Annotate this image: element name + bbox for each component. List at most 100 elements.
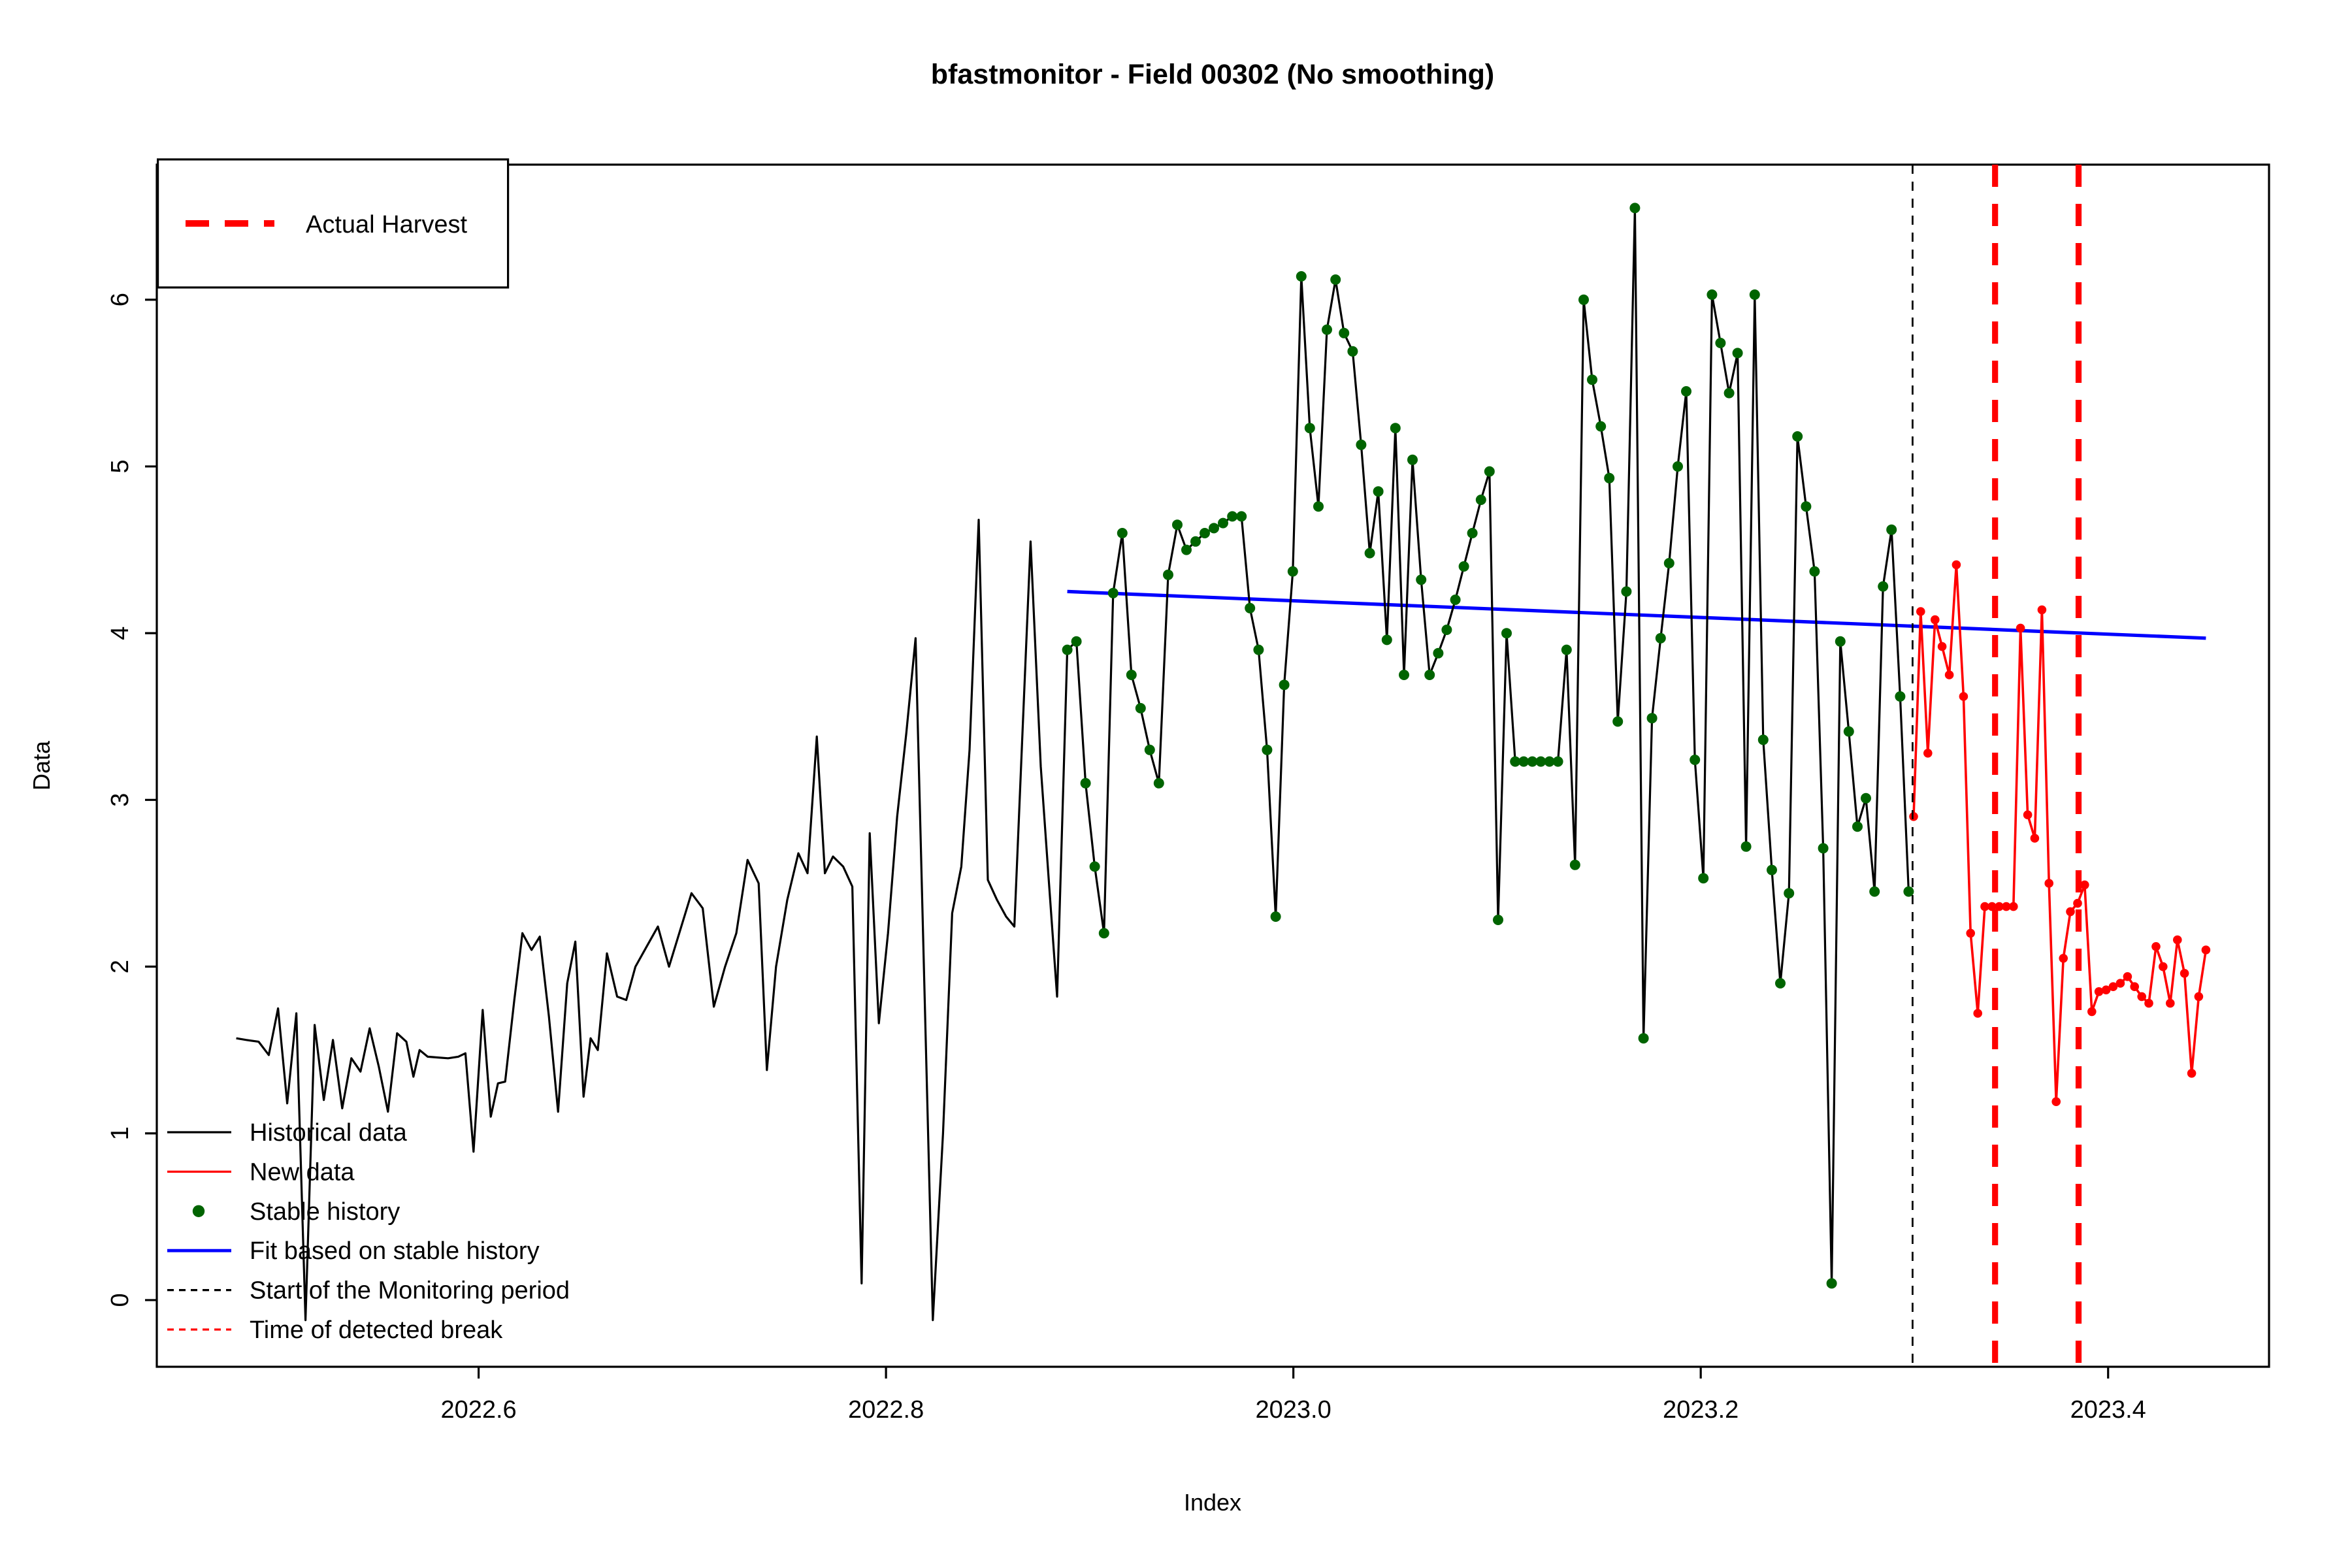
x-tick-label: 2023.0 (1256, 1396, 1331, 1424)
new-data-dot (2051, 1097, 2061, 1106)
new-data-dot (2187, 1069, 2197, 1078)
y-tick-label: 0 (106, 1293, 134, 1307)
new-data-dot (2130, 982, 2139, 991)
new-data-dot (1909, 812, 1918, 821)
stable-history-dot (1107, 587, 1119, 598)
stable-history-dot (1458, 561, 1469, 572)
stable-history-dot (1390, 423, 1401, 434)
stable-history-dot (1270, 911, 1281, 922)
stable-history-dot (1903, 886, 1914, 897)
legend-row-start-of-the-monitoring-period: Start of the Monitoring period (167, 1277, 570, 1305)
stable-history-dot (1313, 501, 1324, 512)
new-data-dot (2151, 942, 2161, 951)
stable-history-dot (1089, 861, 1100, 872)
stable-history-dot (1190, 536, 1201, 547)
stable-history-dot (1424, 670, 1435, 680)
new-data-dot (2023, 810, 2033, 819)
stable-history-dot (1163, 569, 1173, 580)
data-series-layer (236, 203, 2211, 1322)
stable-history-dot (1707, 289, 1718, 300)
new-data-dot (2066, 907, 2075, 917)
legend-row-historical-data: Historical data (167, 1119, 408, 1147)
new-data-dot (2094, 987, 2104, 996)
stable-history-dot (1518, 756, 1529, 767)
stable-history-dot (1886, 524, 1897, 535)
stable-history-dot (1587, 374, 1597, 385)
legend-label: Stable history (250, 1198, 400, 1226)
stable-history-dot (1117, 528, 1128, 538)
stable-history-dot (1655, 632, 1666, 644)
new-data-dot (1923, 749, 1933, 758)
legend-actual-harvest: Actual Harvest (157, 158, 510, 289)
new-data-dot (2166, 998, 2175, 1008)
stable-history-dot (1493, 915, 1503, 925)
x-tick-label: 2022.8 (848, 1396, 924, 1424)
stable-history-dot (1510, 756, 1521, 767)
new-data-dot (2059, 954, 2068, 963)
stable-history-dot (1673, 461, 1683, 472)
new-data-dot (2087, 1007, 2097, 1017)
new-data-dot (2073, 898, 2082, 908)
historical-data-line (236, 206, 1910, 1322)
legend-series: Historical data New data Stable history Fit… (167, 1119, 570, 1344)
new-data-dot (2009, 902, 2018, 911)
stable-history-dot (1407, 454, 1418, 465)
stable-history-dot (1287, 566, 1298, 577)
new-data-dot (2180, 969, 2189, 978)
new-data-dot (1973, 1009, 1982, 1018)
stable-history-dot (1561, 644, 1572, 655)
stable-history-dot (1467, 528, 1478, 538)
stable-history-dot (1356, 439, 1367, 450)
stable-history-dot (1629, 203, 1641, 214)
new-data-dots (1909, 560, 2211, 1106)
stable-history-dot (1552, 756, 1563, 767)
stable-history-dot (1209, 523, 1219, 534)
stable-history-dot (1612, 716, 1624, 727)
stable-history-dot (1330, 274, 1341, 285)
legend-row-new-data: New data (167, 1158, 355, 1186)
stable-history-dot (1098, 928, 1109, 939)
new-data-dot (1959, 692, 1968, 701)
stable-history-dot (1767, 864, 1777, 875)
stable-history-dot (1373, 486, 1384, 497)
stable-history-dot (1818, 843, 1829, 854)
stable-history-dot (1843, 726, 1854, 737)
new-data-dot (2108, 982, 2118, 991)
stable-history-dot (1153, 777, 1164, 789)
stable-history-dots (1062, 203, 1914, 1289)
y-axis-label: Data (28, 740, 55, 791)
stable-history-dot (1681, 386, 1691, 397)
stable-history-dot (1450, 595, 1461, 605)
new-data-dot (2173, 935, 2182, 945)
y-tick-label: 5 (106, 459, 134, 473)
stable-history-dot (1740, 841, 1752, 852)
new-data-dot (2101, 985, 2111, 994)
stable-history-dot (1200, 528, 1210, 538)
new-data-dot (2030, 834, 2040, 843)
legend-box (157, 158, 510, 289)
new-data-dot (2080, 880, 2089, 890)
stable-history-dot (1484, 466, 1495, 477)
legend-label: New data (250, 1158, 355, 1186)
stable-history-dot (1544, 756, 1555, 767)
stable-history-dot (1535, 756, 1546, 767)
stable-history-dot (1749, 289, 1760, 300)
stable-history-dot (1861, 792, 1871, 804)
stable-history-dot (1296, 271, 1307, 282)
stable-history-dot (1757, 734, 1769, 745)
new-data-dot (1944, 670, 1954, 679)
stable-history-dot (1227, 511, 1238, 522)
stable-history-dot (1347, 346, 1358, 357)
new-data-dot (1980, 902, 1989, 911)
new-data-dot (2159, 962, 2168, 972)
new-data-dot (2016, 623, 2025, 633)
stable-history-dot (1646, 713, 1658, 724)
new-data-dot (2044, 879, 2053, 888)
new-data-dot (1987, 902, 1997, 911)
axis-ticks: 2022.6 2022.8 2023.0 2023.2 2023.4 0 1 2 3 4 5 6 (106, 293, 2146, 1424)
stable-history-dot (1218, 517, 1228, 529)
stable-history-dot (1604, 472, 1615, 483)
y-tick-label: 3 (106, 793, 134, 807)
